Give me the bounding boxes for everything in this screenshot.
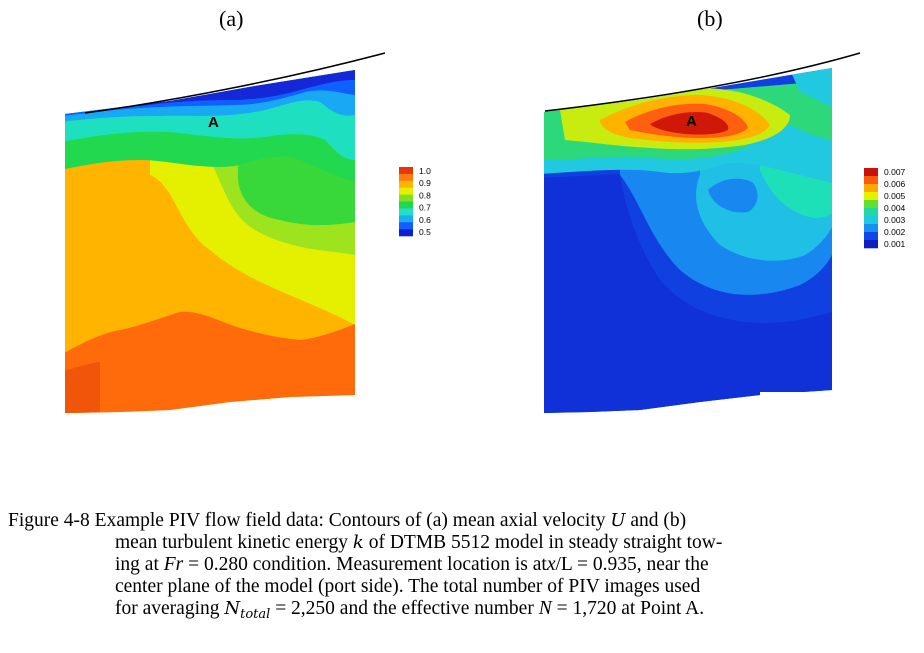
contour-region bbox=[65, 362, 100, 413]
symbol-k: k bbox=[352, 532, 364, 553]
colorbar-tick-label: 0.006 bbox=[884, 179, 906, 189]
hull-outline-a bbox=[84, 52, 386, 114]
colorbar-tick-label: 0.6 bbox=[419, 215, 431, 225]
contour-region bbox=[544, 174, 832, 413]
colorbar-tick-label: 0.004 bbox=[884, 203, 906, 213]
colorbar-swatch bbox=[399, 194, 413, 202]
colorbar-tick-label: 0.8 bbox=[419, 190, 431, 200]
caption-line-2: mean turbulent kinetic energy k of DTMB … bbox=[115, 532, 723, 553]
colorbar-tick-label: 0.005 bbox=[884, 191, 906, 201]
contour-region bbox=[790, 68, 832, 110]
colorbar-legend-b: 0.007 0.006 0.005 0.004 0.003 0.002 0.001 bbox=[864, 167, 906, 249]
colorbar-swatch bbox=[864, 192, 878, 201]
colorbar-swatch bbox=[399, 201, 413, 209]
colorbar-tick-label: 1.0 bbox=[419, 166, 431, 176]
colorbar-tick-label: 0.003 bbox=[884, 215, 906, 225]
colorbar-swatch bbox=[399, 187, 413, 195]
colorbar-swatch bbox=[864, 208, 878, 217]
colorbar-tick-label: 0.002 bbox=[884, 227, 906, 237]
colorbar-swatch bbox=[399, 180, 413, 188]
symbol-U: U bbox=[610, 510, 626, 531]
colorbar-swatch bbox=[399, 173, 413, 182]
colorbar-swatch bbox=[864, 168, 878, 177]
caption-line-3: ing at Fr = 0.280 condition. Measurement… bbox=[115, 554, 709, 575]
contour-region bbox=[65, 311, 355, 413]
colorbar-swatch bbox=[864, 224, 878, 233]
symbol-N-total: N bbox=[224, 598, 241, 619]
point-a-label-b: A bbox=[686, 113, 697, 130]
point-a-label-a: A bbox=[208, 114, 219, 131]
colorbar-swatch bbox=[399, 208, 413, 216]
caption-line-4: center plane of the model (port side). T… bbox=[115, 576, 701, 597]
panel-label-b: (b) bbox=[697, 6, 723, 31]
figure-contours: A A 1.00.90.80.70.60.5 0.0070.0060.0050.… bbox=[65, 52, 906, 420]
colorbar-swatch bbox=[399, 229, 413, 237]
colorbar-swatch bbox=[864, 200, 878, 209]
plot-edge-a bbox=[170, 398, 360, 420]
contour-region bbox=[708, 178, 758, 213]
caption-line-5: for averaging Ntotal = 2,250 and the eff… bbox=[115, 598, 705, 622]
colorbar-tick-label: 0.001 bbox=[884, 239, 906, 249]
caption-line-1: Figure 4-8 Example PIV flow field data: … bbox=[8, 510, 687, 531]
colorbar-swatch bbox=[864, 216, 878, 225]
colorbar-swatch bbox=[399, 222, 413, 230]
colorbar-swatch bbox=[864, 184, 878, 193]
colorbar-swatch bbox=[864, 176, 878, 185]
colorbar-swatch bbox=[399, 167, 413, 175]
colorbar-tick-label: 0.9 bbox=[419, 178, 431, 188]
panel-label-a: (a) bbox=[219, 6, 244, 31]
colorbar-tick-label: 0.7 bbox=[419, 203, 431, 213]
colorbar-legend-a: 1.0 0.9 0.8 0.7 0.6 0.5 bbox=[399, 166, 431, 237]
colorbar-swatch bbox=[399, 215, 413, 223]
colorbar-tick-label: 0.007 bbox=[884, 167, 906, 177]
colorbar-swatch bbox=[864, 240, 878, 249]
hull-outline-b bbox=[544, 52, 861, 112]
contour-region bbox=[650, 112, 729, 135]
colorbar-tick-label: 0.5 bbox=[419, 227, 431, 237]
contour-plot-b bbox=[544, 68, 832, 413]
colorbar-swatch bbox=[864, 232, 878, 241]
plot-edge-b bbox=[640, 392, 840, 420]
